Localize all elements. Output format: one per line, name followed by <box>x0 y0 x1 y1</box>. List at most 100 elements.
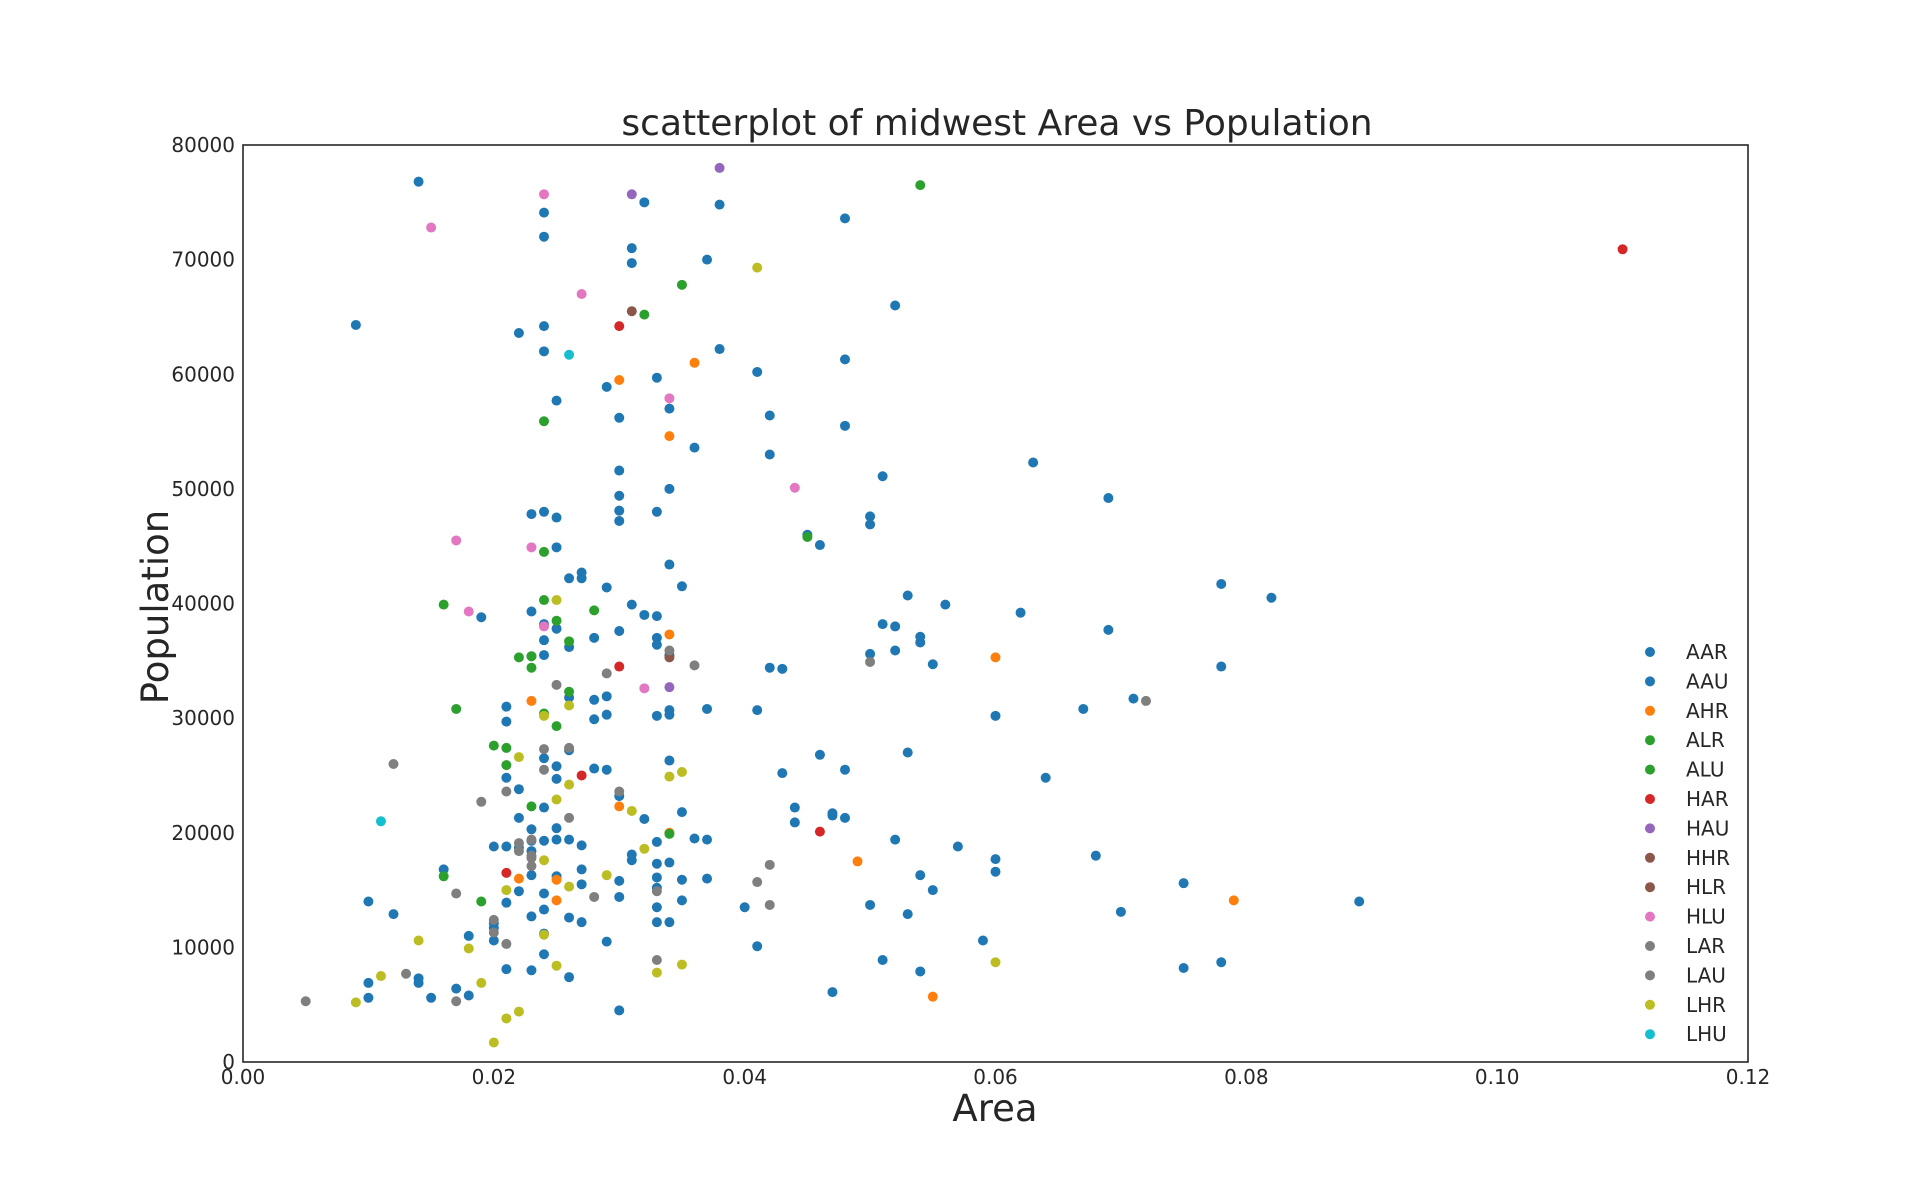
data-point-alr <box>451 703 462 714</box>
y-tick-label: 30000 <box>171 706 235 730</box>
data-point-hau <box>714 162 725 173</box>
data-point-aau <box>676 581 687 592</box>
data-point-aau <box>614 875 625 886</box>
data-point-aau <box>551 834 562 845</box>
y-tick-label: 50000 <box>171 477 235 501</box>
data-point-alr <box>915 180 926 191</box>
data-point-lau <box>513 838 524 849</box>
data-point-aau <box>977 935 988 946</box>
data-point-aau <box>865 511 876 522</box>
legend-marker <box>1645 794 1655 804</box>
data-point-aau <box>363 977 374 988</box>
data-point-aau <box>451 983 462 994</box>
data-point-aau <box>539 802 549 813</box>
data-point-aau <box>676 874 687 885</box>
data-point-aau <box>601 381 612 392</box>
data-point-lhr <box>676 959 687 970</box>
data-point-lar <box>526 860 537 871</box>
data-point-aau <box>752 941 763 952</box>
data-point-aau <box>539 231 549 242</box>
data-point-aau <box>551 395 562 406</box>
data-point-aau <box>501 716 512 727</box>
data-point-aau <box>814 540 825 551</box>
data-point-lhr <box>990 957 1001 968</box>
data-point-alr <box>526 662 537 673</box>
data-point-lar <box>501 938 512 949</box>
data-point-aau <box>764 410 775 421</box>
data-point-aau <box>539 949 549 960</box>
legend-label: HAR <box>1686 787 1729 811</box>
data-point-aau <box>1115 906 1126 917</box>
data-point-aau <box>601 582 612 593</box>
data-point-aau <box>388 909 399 920</box>
data-point-lhr <box>551 960 562 971</box>
data-point-lar <box>300 996 311 1007</box>
data-point-aau <box>614 490 625 501</box>
data-point-lhr <box>488 1037 499 1048</box>
data-point-aau <box>915 870 926 881</box>
data-point-alu <box>501 742 512 753</box>
data-point-aau <box>990 866 1001 877</box>
data-point-aau <box>1266 592 1277 603</box>
data-point-lhr <box>639 843 650 854</box>
data-point-aau <box>840 420 850 431</box>
data-point-hau <box>626 189 637 200</box>
data-point-aau <box>890 621 901 632</box>
x-tick-label: 0.08 <box>1224 1065 1269 1089</box>
data-point-alr <box>526 651 537 662</box>
data-point-aau <box>1103 624 1114 635</box>
data-point-aau <box>840 764 850 775</box>
data-point-aau <box>877 619 888 630</box>
data-point-aau <box>651 858 662 869</box>
data-point-aau <box>664 709 675 720</box>
legend-label: LAR <box>1686 934 1725 958</box>
data-point-aau <box>539 346 549 357</box>
data-point-aau <box>614 891 625 902</box>
data-point-alu <box>476 896 487 907</box>
legend-marker <box>1645 823 1655 834</box>
x-tick-label: 0.00 <box>221 1065 266 1089</box>
data-point-aau <box>539 207 549 218</box>
data-point-aau <box>739 902 750 913</box>
data-point-ahr <box>664 629 675 640</box>
data-point-ahr <box>614 801 625 812</box>
data-point-aau <box>551 761 562 772</box>
legend-marker <box>1645 705 1655 716</box>
data-point-lar <box>539 744 549 755</box>
legend-label: LHR <box>1686 993 1726 1017</box>
data-point-aau <box>651 902 662 913</box>
data-point-ahr <box>689 357 700 368</box>
data-point-aau <box>601 764 612 775</box>
data-point-lhr <box>501 885 512 896</box>
data-point-har <box>614 661 625 672</box>
legend-item-lhu: LHU <box>1645 1022 1727 1046</box>
data-point-har <box>576 770 587 781</box>
data-point-aau <box>664 403 675 414</box>
data-point-aau <box>564 573 575 584</box>
data-point-aau <box>676 807 687 818</box>
y-tick-label: 20000 <box>171 821 235 845</box>
data-point-aau <box>664 917 675 928</box>
data-point-lhr <box>350 997 361 1008</box>
data-point-aau <box>626 258 637 269</box>
data-point-aau <box>689 442 700 453</box>
data-point-lau <box>614 786 625 797</box>
data-point-aau <box>777 768 788 779</box>
data-point-lhr <box>551 595 562 606</box>
data-point-aau <box>614 626 625 637</box>
data-point-lhr <box>513 1006 524 1017</box>
data-point-aau <box>651 710 662 721</box>
data-point-lhr <box>601 870 612 881</box>
data-point-lhr <box>476 977 487 988</box>
data-point-aau <box>551 542 562 553</box>
legend-item-aau: AAU <box>1645 669 1729 693</box>
data-point-aau <box>702 834 713 845</box>
legend-item-aar: AAR <box>1645 640 1728 664</box>
data-point-aau <box>551 823 562 834</box>
data-point-hlu <box>539 621 549 632</box>
data-point-aau <box>865 899 876 910</box>
legend-label: LHU <box>1686 1022 1727 1046</box>
data-point-lar <box>1141 695 1151 706</box>
data-point-aau <box>526 509 537 520</box>
